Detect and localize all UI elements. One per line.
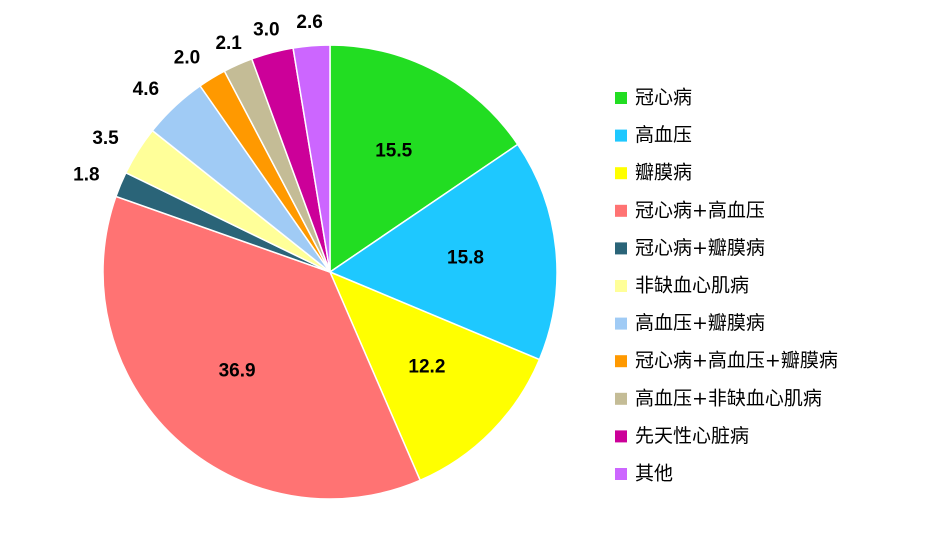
- legend-label: 高血压+非缺血心肌病: [635, 387, 822, 409]
- pie-slice: [328, 270, 541, 482]
- legend-label: 冠心病: [635, 87, 692, 109]
- legend-swatch: [615, 129, 627, 142]
- legend-label: 先天性心脏病: [635, 425, 749, 447]
- data-label: 2.6: [296, 12, 322, 33]
- pie-slice: [292, 44, 331, 273]
- legend-label: 其他: [635, 463, 673, 485]
- data-label: 36.9: [219, 361, 256, 382]
- data-label: 3.5: [92, 128, 119, 149]
- legend-label: 高血压+瓣膜病: [635, 312, 765, 334]
- legend-swatch: [615, 468, 627, 480]
- data-label: 15.8: [447, 247, 484, 268]
- legend-swatch: [615, 430, 627, 443]
- legend-label: 非缺血心肌病: [635, 275, 749, 297]
- pie-slice: [102, 195, 422, 500]
- legend-swatch: [615, 355, 627, 368]
- legend-swatch: [615, 242, 627, 255]
- data-label: 3.0: [253, 20, 279, 41]
- data-label: 2.0: [174, 48, 200, 69]
- data-label: 15.5: [375, 141, 412, 162]
- data-label: 2.1: [215, 33, 242, 54]
- legend-swatch: [615, 92, 627, 104]
- legend-swatch: [615, 317, 627, 330]
- legend-label: 高血压: [635, 124, 692, 146]
- pie-slice: [328, 143, 558, 361]
- legend-swatch: [615, 392, 627, 405]
- legend-label: 冠心病+瓣膜病: [635, 237, 765, 259]
- legend-label: 瓣膜病: [635, 162, 692, 184]
- legend-swatch: [615, 280, 627, 292]
- data-label: 1.8: [73, 165, 99, 186]
- legend-swatch: [615, 167, 627, 180]
- data-label: 12.2: [408, 357, 445, 378]
- legend-label: 冠心病+高血压: [635, 199, 765, 221]
- pie-slice: [329, 44, 519, 274]
- legend-swatch: [615, 204, 627, 217]
- legend-label: 冠心病+高血压+瓣膜病: [635, 350, 838, 372]
- data-label: 4.6: [133, 79, 159, 100]
